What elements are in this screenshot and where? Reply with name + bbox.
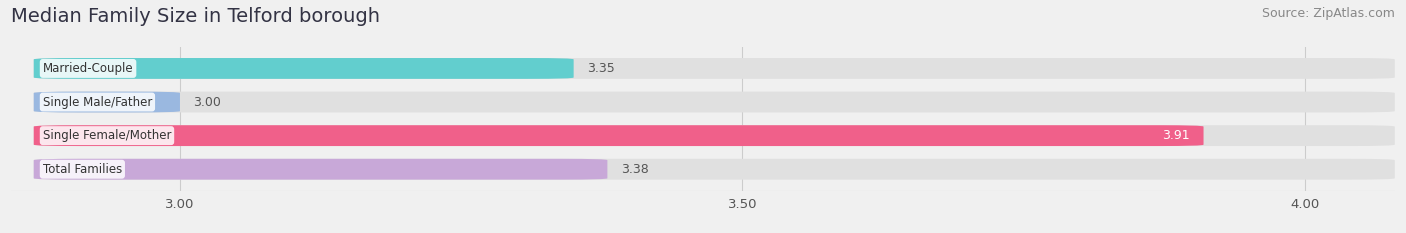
Text: 3.38: 3.38 <box>621 163 648 176</box>
FancyBboxPatch shape <box>34 58 1395 79</box>
Text: Source: ZipAtlas.com: Source: ZipAtlas.com <box>1261 7 1395 20</box>
FancyBboxPatch shape <box>34 58 574 79</box>
FancyBboxPatch shape <box>34 125 1395 146</box>
Text: Single Male/Father: Single Male/Father <box>42 96 152 109</box>
Text: 3.91: 3.91 <box>1163 129 1189 142</box>
FancyBboxPatch shape <box>34 92 180 113</box>
FancyBboxPatch shape <box>34 159 1395 180</box>
Text: Married-Couple: Married-Couple <box>42 62 134 75</box>
Text: Median Family Size in Telford borough: Median Family Size in Telford borough <box>11 7 380 26</box>
Text: Single Female/Mother: Single Female/Mother <box>42 129 172 142</box>
Text: 3.35: 3.35 <box>588 62 614 75</box>
Text: Total Families: Total Families <box>42 163 122 176</box>
Text: 3.00: 3.00 <box>194 96 221 109</box>
FancyBboxPatch shape <box>34 125 1204 146</box>
FancyBboxPatch shape <box>34 159 607 180</box>
FancyBboxPatch shape <box>34 92 1395 113</box>
